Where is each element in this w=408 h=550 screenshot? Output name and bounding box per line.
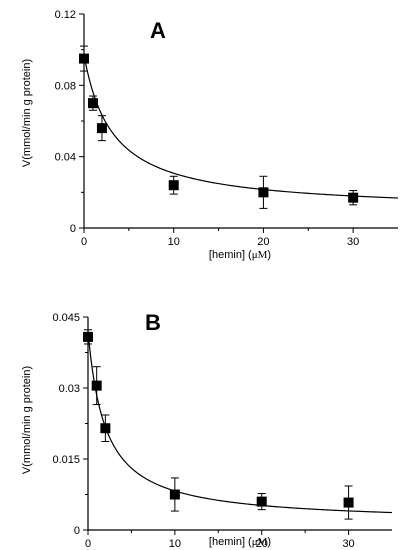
y-tick-label-a: 0.04	[55, 152, 76, 164]
data-point-a	[79, 53, 89, 64]
x-tick-label-b: 0	[85, 538, 91, 550]
data-point-b	[100, 423, 111, 434]
fit-curve-a	[83, 54, 399, 199]
x-tick-label-a: 30	[347, 236, 359, 248]
y-axis-title-b: V(mmol/min g protein)	[21, 366, 33, 474]
y-tick-label-b: 0.03	[59, 383, 80, 395]
data-point-a	[96, 123, 107, 134]
data-point-a	[168, 180, 179, 191]
data-point-b	[83, 331, 93, 342]
x-axis-title-b: [hemin] (μM)	[209, 536, 271, 548]
panel-a: A V(mmol/min g protein) [hemin] (μM) 0 0.…	[21, 9, 399, 261]
data-point-b	[91, 380, 102, 391]
data-point-a	[348, 192, 359, 203]
y-tick-label-b: 0.015	[52, 454, 80, 466]
x-tick-label-b: 10	[169, 538, 181, 550]
x-tick-label-b: 30	[342, 538, 354, 550]
x-tick-label-a: 20	[257, 236, 269, 248]
data-point-a	[258, 187, 269, 198]
x-axis-unit-a: μM	[252, 249, 268, 261]
x-tick-label-a: 0	[81, 236, 87, 248]
y-tick-label-a: 0	[70, 223, 76, 235]
data-point-b	[343, 497, 354, 508]
data-point-b	[169, 489, 180, 500]
y-tick-label-b: 0	[74, 525, 80, 537]
panel-b: B V(mmol/min g protein) [hemin] (μM) 0 0.…	[21, 310, 393, 550]
y-tick-label-a: 0.12	[55, 9, 76, 21]
data-point-a	[87, 98, 98, 109]
fit-curve-b	[87, 331, 393, 514]
y-tick-label-a: 0.08	[55, 80, 76, 92]
x-tick-label-b: 20	[256, 538, 268, 550]
y-axis-title-a: V(mmol/min g protein)	[21, 59, 33, 167]
panel-label-a: A	[150, 18, 166, 43]
data-point-b	[256, 496, 267, 507]
x-axis-unit-b: μM	[252, 536, 268, 548]
panel-label-b: B	[145, 310, 161, 335]
x-tick-label-a: 10	[168, 236, 180, 248]
x-axis-title-a: [hemin] (μM)	[209, 249, 271, 261]
y-tick-label-b: 0.045	[52, 312, 80, 324]
